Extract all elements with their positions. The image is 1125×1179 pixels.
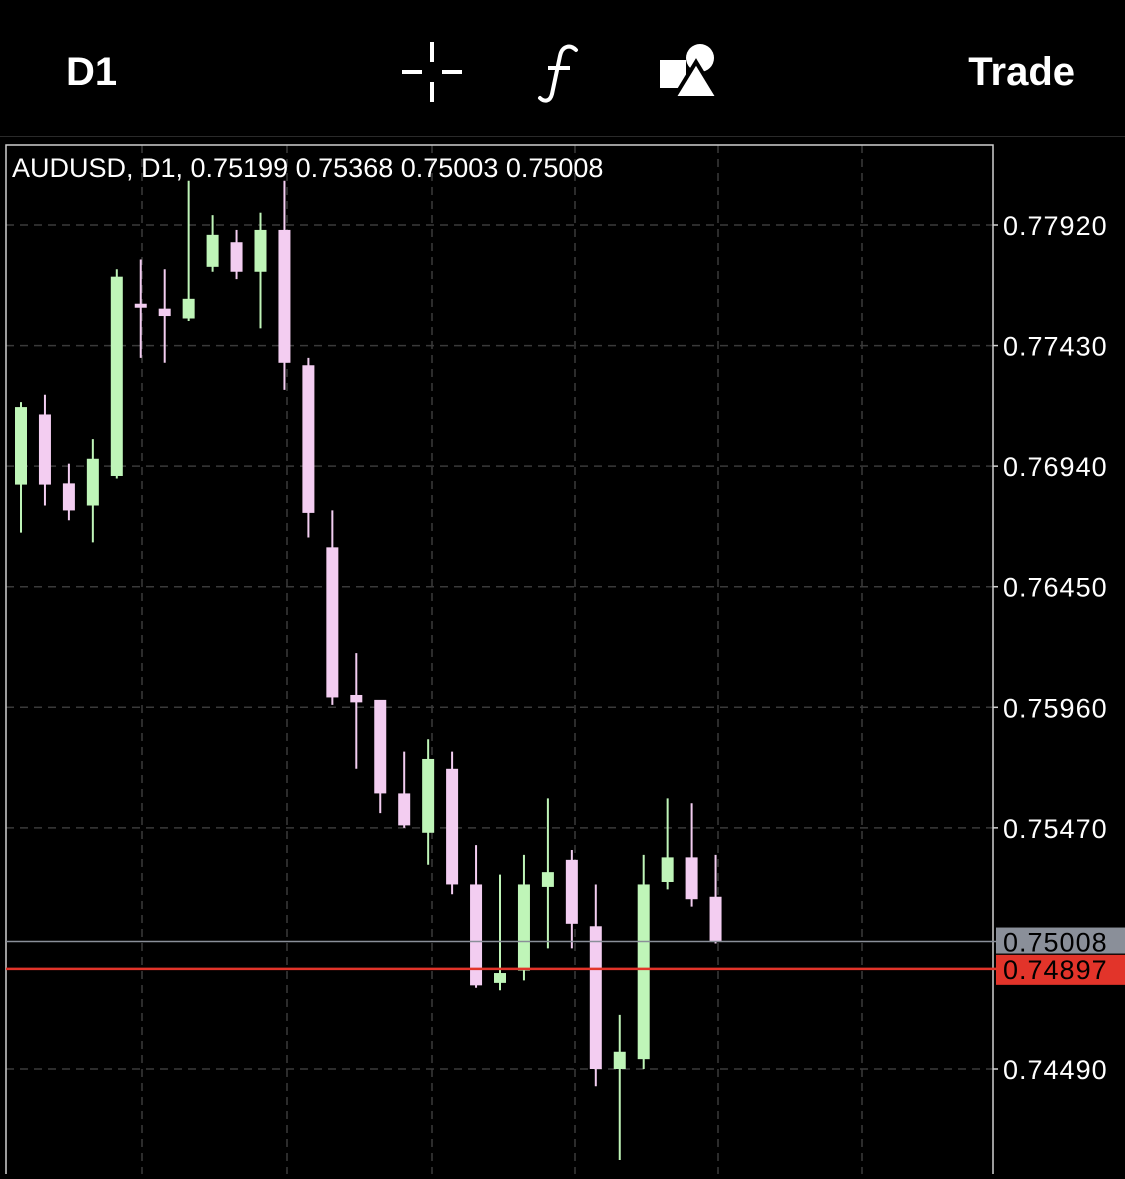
candles: [15, 180, 722, 1161]
chart-area[interactable]: 0.75008 0.74897 0.77920 0.77430 0.76940 0.76…: [0, 137, 1125, 1179]
candle-body-24: [589, 926, 602, 1069]
candle-body-8: [206, 234, 219, 267]
bid-label: 0.75008: [1003, 928, 1108, 958]
axis-label-4: 0.75960: [1003, 693, 1108, 723]
ask-label: 0.74897: [1003, 955, 1108, 985]
function-f-icon[interactable]: [530, 40, 594, 104]
axis-label-3: 0.76450: [1003, 573, 1108, 603]
grid-lines: [6, 145, 993, 1174]
candle-body-15: [374, 699, 387, 794]
candle-body-1: [38, 414, 51, 485]
trade-button[interactable]: Trade: [968, 50, 1075, 94]
candle-body-6: [158, 308, 171, 317]
axis-label-1: 0.77430: [1003, 332, 1108, 362]
crosshair-icon[interactable]: [400, 40, 464, 104]
bid-label-box: [996, 927, 1125, 954]
candle-body-26: [637, 884, 650, 1060]
chart-header: AUDUSD, D1, 0.75199 0.75368 0.75003 0.75…: [12, 153, 603, 183]
candle-body-11: [278, 229, 291, 363]
candle-body-9: [230, 242, 243, 272]
candle-body-4: [110, 276, 123, 476]
candle-body-3: [86, 458, 99, 506]
top-toolbar: D1 Trade: [0, 0, 1125, 137]
candle-body-27: [661, 857, 674, 882]
candle-body-28: [685, 857, 698, 900]
candle-body-17: [422, 758, 435, 833]
candle-body-18: [446, 768, 459, 885]
candle-body-10: [254, 229, 267, 272]
ask-label-box: [996, 954, 1125, 985]
shapes-icon[interactable]: [658, 40, 722, 104]
candle-body-5: [134, 303, 147, 308]
candle-body-29: [709, 896, 722, 942]
axis-label-6: 0.74490: [1003, 1055, 1108, 1085]
candle-body-12: [302, 365, 315, 513]
candle-body-2: [62, 483, 75, 511]
candle-body-14: [350, 694, 363, 703]
plot-frame: [5, 144, 994, 1179]
candle-body-20: [494, 973, 506, 983]
candle-body-23: [565, 859, 578, 924]
candle-body-7: [182, 298, 195, 319]
candle-body-16: [398, 793, 411, 826]
axis-label-2: 0.76940: [1003, 452, 1108, 482]
candle-body-22: [541, 872, 554, 887]
axis-label-5: 0.75470: [1003, 814, 1108, 844]
timeframe-button[interactable]: D1: [66, 50, 118, 94]
candle-body-21: [517, 884, 530, 971]
axis-label-0: 0.77920: [1003, 211, 1108, 241]
candle-body-0: [15, 407, 27, 485]
candle-body-13: [326, 547, 339, 698]
candle-body-19: [470, 884, 483, 986]
candle-body-25: [613, 1051, 626, 1069]
price-axis: 0.77920 0.77430 0.76940 0.76450 0.75960 0.754…: [993, 211, 1108, 1085]
